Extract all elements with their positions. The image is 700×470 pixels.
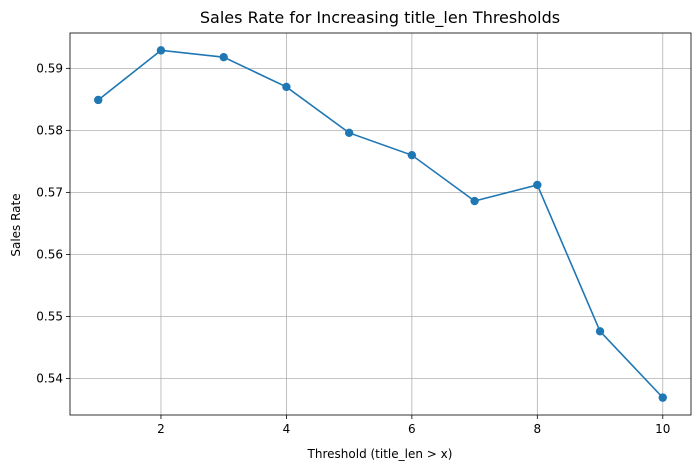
data-point — [344, 128, 354, 138]
data-point — [533, 180, 542, 190]
y-tick-label: 0.54 — [36, 371, 63, 385]
data-point — [658, 393, 667, 402]
data-point — [282, 82, 291, 92]
x-tick-label: 8 — [533, 422, 541, 436]
x-tick-label: 6 — [408, 422, 416, 436]
y-tick-label: 0.58 — [36, 123, 63, 137]
y-axis-label: Sales Rate — [9, 193, 23, 256]
plot-frame — [69, 32, 692, 416]
data-point — [156, 46, 166, 55]
grid-layer — [70, 33, 691, 415]
x-tick-label: 4 — [283, 422, 291, 436]
y-tick-label: 0.57 — [36, 185, 63, 199]
x-axis-label: Threshold (title_len > x) — [307, 447, 453, 461]
tick-labels: 2 4 6 8 10 0.54 0.55 0.56 0.57 0.58 0.59 — [36, 61, 670, 436]
y-tick-label: 0.56 — [36, 247, 63, 261]
data-point — [595, 327, 605, 336]
series-layer — [94, 46, 667, 402]
data-point — [407, 150, 417, 160]
data-point — [94, 95, 103, 105]
data-point — [470, 196, 479, 206]
data-point — [219, 52, 228, 62]
x-tick-label: 10 — [655, 422, 670, 436]
chart-title: Sales Rate for Increasing title_len Thre… — [200, 8, 560, 28]
series-line — [97, 49, 664, 399]
y-tick-label: 0.55 — [36, 309, 63, 323]
y-tick-label: 0.59 — [36, 61, 63, 75]
x-tick-label: 2 — [157, 422, 165, 436]
axes-layer — [66, 32, 692, 419]
